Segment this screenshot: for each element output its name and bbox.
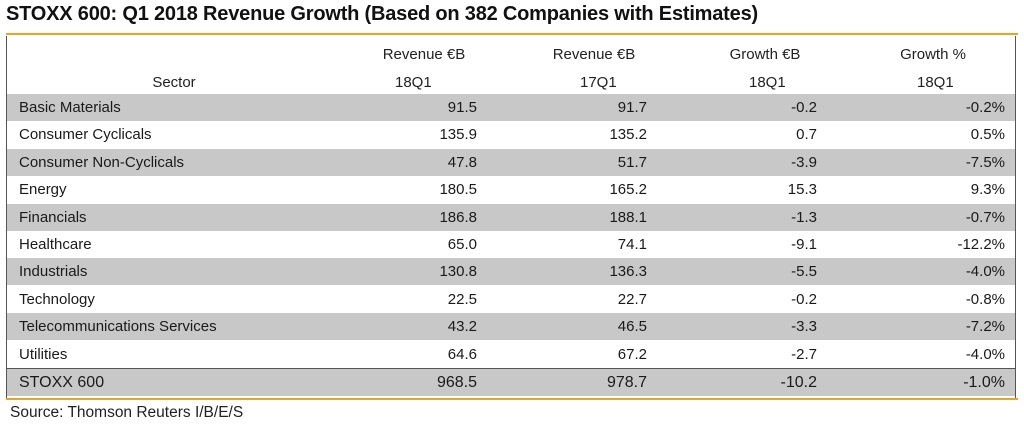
cell-sector: Industrials [19, 263, 88, 281]
cell-sector: Telecommunications Services [19, 318, 217, 336]
cell-sector: STOXX 600 [19, 374, 105, 391]
cell-rev17: 91.7 [617, 99, 647, 116]
cell-sector: Energy [19, 181, 67, 199]
table-row: Industrials 130.8 136.3 -5.5 -4.0% [7, 258, 1015, 286]
cell-growth-eur: -2.7 [791, 345, 817, 363]
cell-growth-eur: -10.2 [780, 374, 817, 391]
cell-rev18: 91.5 [447, 99, 477, 116]
cell-growth-pct: -0.7% [965, 208, 1005, 226]
cell-growth-pct: -0.2% [965, 99, 1005, 116]
cell-growth-pct: -1.0% [963, 374, 1005, 391]
table-row: Consumer Cyclicals 135.9 135.2 0.7 0.5% [7, 121, 1015, 148]
cell-growth-eur: -3.9 [791, 153, 817, 171]
cell-growth-pct: -4.0% [965, 345, 1005, 363]
cell-growth-pct: -7.5% [965, 153, 1005, 171]
cell-growth-eur: 15.3 [787, 181, 817, 199]
header-growth-pct-line1: Growth % [900, 46, 966, 63]
cell-rev18: 135.9 [439, 126, 477, 144]
header-rev18-line2: 18Q1 [395, 74, 432, 91]
cell-growth-pct: -0.8% [965, 290, 1005, 308]
cell-rev18: 180.5 [439, 181, 477, 199]
cell-rev17: 188.1 [609, 208, 647, 226]
cell-rev18: 130.8 [439, 263, 477, 281]
cell-growth-eur: -0.2 [791, 290, 817, 308]
table-row: Energy 180.5 165.2 15.3 9.3% [7, 176, 1015, 203]
header-rev17-line1: Revenue €B [552, 46, 636, 63]
table-row: Technology 22.5 22.7 -0.2 -0.8% [7, 286, 1015, 313]
cell-rev17: 136.3 [609, 263, 647, 281]
total-row: STOXX 600 968.5 978.7 -10.2 -1.0% [7, 368, 1015, 396]
cell-rev18: 64.6 [447, 345, 477, 363]
cell-rev18: 43.2 [447, 318, 477, 336]
cell-rev17: 135.2 [609, 126, 647, 144]
cell-rev17: 51.7 [617, 153, 647, 171]
cell-rev17: 22.7 [617, 290, 647, 308]
cell-rev17: 74.1 [617, 236, 647, 253]
cell-growth-pct: 9.3% [970, 181, 1005, 199]
cell-rev18: 186.8 [439, 208, 477, 226]
table-row: Telecommunications Services 43.2 46.5 -3.3 -… [7, 313, 1015, 341]
table-row: Consumer Non-Cyclicals 47.8 51.7 -3.9 -7.5% [7, 148, 1015, 176]
cell-growth-eur: -0.2 [791, 99, 817, 116]
cell-sector: Technology [19, 290, 95, 308]
cell-rev18: 47.8 [447, 153, 477, 171]
table-row: Healthcare 65.0 74.1 -9.1 -12.2% [7, 231, 1015, 258]
cell-sector: Healthcare [19, 236, 92, 253]
header-growth-eur-line2: 18Q1 [749, 74, 786, 91]
cell-growth-eur: -9.1 [791, 236, 817, 253]
source-note: Source: Thomson Reuters I/B/E/S [10, 404, 244, 421]
cell-sector: Consumer Non-Cyclicals [19, 153, 185, 171]
cell-rev17: 978.7 [606, 374, 647, 391]
cell-growth-pct: 0.5% [970, 126, 1005, 144]
header-growth-pct-line2: 18Q1 [917, 74, 954, 91]
table-title: STOXX 600: Q1 2018 Revenue Growth (Based… [6, 3, 758, 25]
cell-rev17: 67.2 [617, 345, 647, 363]
table-row: Utilities 64.6 67.2 -2.7 -4.0% [7, 341, 1015, 368]
header-sector: Sector [152, 74, 196, 91]
cell-growth-eur: -1.3 [791, 208, 817, 226]
cell-rev17: 165.2 [609, 181, 647, 199]
cell-sector: Utilities [19, 345, 68, 363]
table-row: Basic Materials 91.5 91.7 -0.2 -0.2% [7, 94, 1015, 121]
top-accent-rule [6, 33, 1018, 35]
table-frame [6, 36, 1016, 398]
cell-rev18: 22.5 [447, 290, 477, 308]
cell-rev17: 46.5 [617, 318, 647, 336]
cell-growth-eur: -3.3 [791, 318, 817, 336]
cell-sector: Consumer Cyclicals [19, 126, 152, 144]
bottom-accent-rule [6, 398, 1018, 400]
header-rev18-line1: Revenue €B [382, 46, 466, 63]
cell-rev18: 968.5 [436, 374, 477, 391]
cell-growth-eur: -5.5 [791, 263, 817, 281]
cell-sector: Basic Materials [19, 99, 121, 116]
cell-growth-pct: -12.2% [957, 236, 1005, 253]
cell-growth-pct: -7.2% [965, 318, 1005, 336]
cell-sector: Financials [19, 208, 87, 226]
cell-rev18: 65.0 [447, 236, 477, 253]
header-rev17-line2: 17Q1 [580, 74, 617, 91]
header-growth-eur-line1: Growth €B [729, 46, 801, 63]
cell-growth-eur: 0.7 [796, 126, 817, 144]
table-row: Financials 186.8 188.1 -1.3 -0.7% [7, 203, 1015, 231]
cell-growth-pct: -4.0% [965, 263, 1005, 281]
